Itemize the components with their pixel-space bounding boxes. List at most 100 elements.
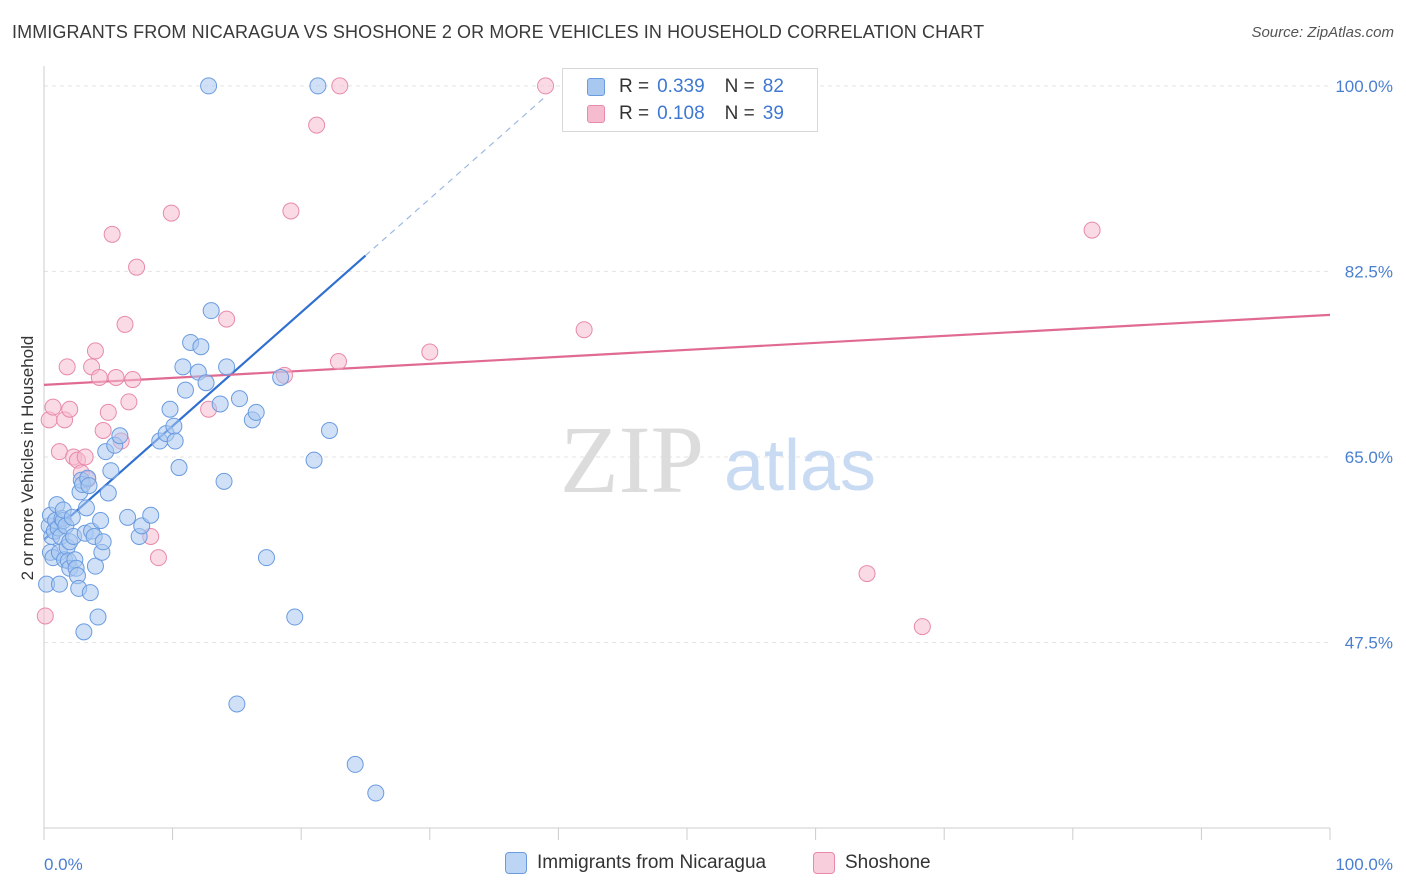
- watermark-atlas: atlas: [724, 426, 876, 506]
- legend-row-nicaragua: R = 0.339 N = 82: [587, 74, 784, 100]
- nicaragua-point: [218, 358, 236, 376]
- shoshone-point: [50, 443, 68, 461]
- nicaragua-point: [200, 77, 218, 95]
- nicaragua-point: [367, 784, 385, 802]
- nicaragua-point: [99, 484, 117, 502]
- shoshone-point: [99, 403, 117, 421]
- shoshone-point: [308, 116, 326, 134]
- legend-n-value: 39: [762, 103, 784, 124]
- nicaragua-point: [202, 302, 220, 320]
- y-tick-label: 82.5%: [1345, 262, 1393, 281]
- nicaragua-point: [86, 557, 104, 575]
- legend-row-shoshone: R = 0.108 N = 39: [587, 101, 784, 127]
- grid-lines: [44, 85, 1330, 643]
- trend-lines: [43, 96, 1331, 541]
- legend-swatch-blue: [587, 78, 605, 96]
- shoshone-point: [44, 398, 62, 416]
- watermark: ZIP atlas: [560, 406, 876, 513]
- y-tick-label: 65.0%: [1345, 448, 1393, 467]
- shoshone-point: [1083, 221, 1101, 239]
- legend-r-label: R =: [619, 103, 650, 124]
- shoshone-point: [107, 368, 125, 386]
- shoshone-point: [329, 353, 347, 371]
- shoshone-point: [103, 225, 121, 243]
- shoshone-point: [162, 204, 180, 222]
- nicaragua-point: [346, 755, 364, 773]
- shoshone-point: [575, 321, 593, 339]
- shoshone-points: [36, 77, 1101, 636]
- y-tick-label: 47.5%: [1345, 633, 1393, 652]
- nicaragua-point: [228, 695, 246, 713]
- nicaragua-point: [257, 549, 275, 567]
- chart-title: IMMIGRANTS FROM NICARAGUA VS SHOSHONE 2 …: [12, 22, 985, 42]
- legend-swatch-blue: [505, 852, 527, 874]
- legend-swatch-pink: [587, 105, 605, 123]
- legend-item-nicaragua[interactable]: Immigrants from Nicaragua: [505, 852, 766, 874]
- shoshone-point: [94, 421, 112, 439]
- nicaragua-point: [165, 417, 183, 435]
- x-tick-label: 0.0%: [44, 855, 83, 874]
- nicaragua-point: [176, 381, 194, 399]
- nicaragua-point: [230, 390, 248, 408]
- shoshone-trend-line: [43, 313, 1331, 386]
- source-label: Source: ZipAtlas.com: [1251, 24, 1394, 41]
- legend-r-value: 0.108: [657, 103, 705, 124]
- shoshone-point: [124, 371, 142, 389]
- tick-labels: 47.5% 65.0% 82.5% 100.0% 0.0% 100.0%: [44, 77, 1393, 874]
- nicaragua-point: [161, 400, 179, 418]
- legend-n-value: 82: [762, 76, 784, 97]
- y-axis-label: 2 or more Vehicles in Household: [18, 335, 37, 581]
- legend-r-label: R =: [619, 76, 650, 97]
- nicaragua-point: [94, 533, 112, 551]
- shoshone-point: [128, 258, 146, 276]
- nicaragua-point: [81, 584, 99, 602]
- axes: [43, 66, 1331, 840]
- nicaragua-point: [119, 508, 137, 526]
- shoshone-point: [537, 77, 555, 95]
- watermark-zip: ZIP: [560, 406, 704, 513]
- nicaragua-point: [309, 77, 327, 95]
- shoshone-point: [421, 343, 439, 361]
- shoshone-point: [90, 368, 108, 386]
- nicaragua-point: [89, 608, 107, 626]
- shoshone-point: [116, 315, 134, 333]
- nicaragua-point: [166, 432, 184, 450]
- nicaragua-point: [111, 427, 129, 445]
- nicaragua-trend-line: [43, 254, 367, 541]
- series-legend: Immigrants from Nicaragua Shoshone: [0, 852, 1406, 876]
- legend-n-label: N =: [724, 76, 755, 97]
- nicaragua-point: [305, 451, 323, 469]
- nicaragua-point: [211, 395, 229, 413]
- shoshone-point: [218, 310, 236, 328]
- nicaragua-trend-extension: [365, 96, 546, 256]
- nicaragua-point: [170, 459, 188, 477]
- shoshone-point: [36, 607, 54, 625]
- y-tick-label: 100.0%: [1335, 77, 1393, 96]
- legend-n-label: N =: [724, 103, 755, 124]
- nicaragua-point: [272, 368, 290, 386]
- legend-r-value: 0.339: [657, 76, 705, 97]
- nicaragua-point: [92, 512, 110, 530]
- nicaragua-point: [286, 608, 304, 626]
- nicaragua-point: [174, 358, 192, 376]
- legend-label-shoshone: Shoshone: [845, 852, 931, 873]
- nicaragua-point: [197, 374, 215, 392]
- nicaragua-point: [215, 472, 233, 490]
- shoshone-point: [913, 618, 931, 636]
- shoshone-point: [61, 400, 79, 418]
- shoshone-point: [58, 358, 76, 376]
- shoshone-point: [331, 77, 349, 95]
- nicaragua-point: [192, 338, 210, 356]
- nicaragua-point: [75, 623, 93, 641]
- nicaragua-point: [63, 508, 81, 526]
- legend-label-nicaragua: Immigrants from Nicaragua: [537, 852, 767, 873]
- nicaragua-point: [102, 462, 120, 480]
- nicaragua-point: [320, 421, 338, 439]
- nicaragua-point: [142, 506, 160, 524]
- shoshone-point: [120, 393, 138, 411]
- shoshone-point: [282, 202, 300, 220]
- shoshone-point: [76, 448, 94, 466]
- nicaragua-point: [80, 477, 98, 495]
- legend-item-shoshone[interactable]: Shoshone: [813, 852, 931, 874]
